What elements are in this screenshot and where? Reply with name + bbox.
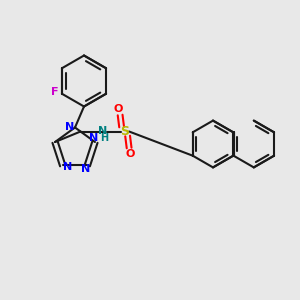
Text: O: O xyxy=(126,149,135,159)
Text: N: N xyxy=(98,126,108,136)
Text: F: F xyxy=(51,87,58,97)
Text: N: N xyxy=(63,162,73,172)
Text: N: N xyxy=(81,164,91,174)
Text: N: N xyxy=(65,122,74,133)
Text: S: S xyxy=(120,125,129,138)
Text: H: H xyxy=(100,133,109,143)
Text: O: O xyxy=(114,104,123,114)
Text: N: N xyxy=(89,133,98,142)
